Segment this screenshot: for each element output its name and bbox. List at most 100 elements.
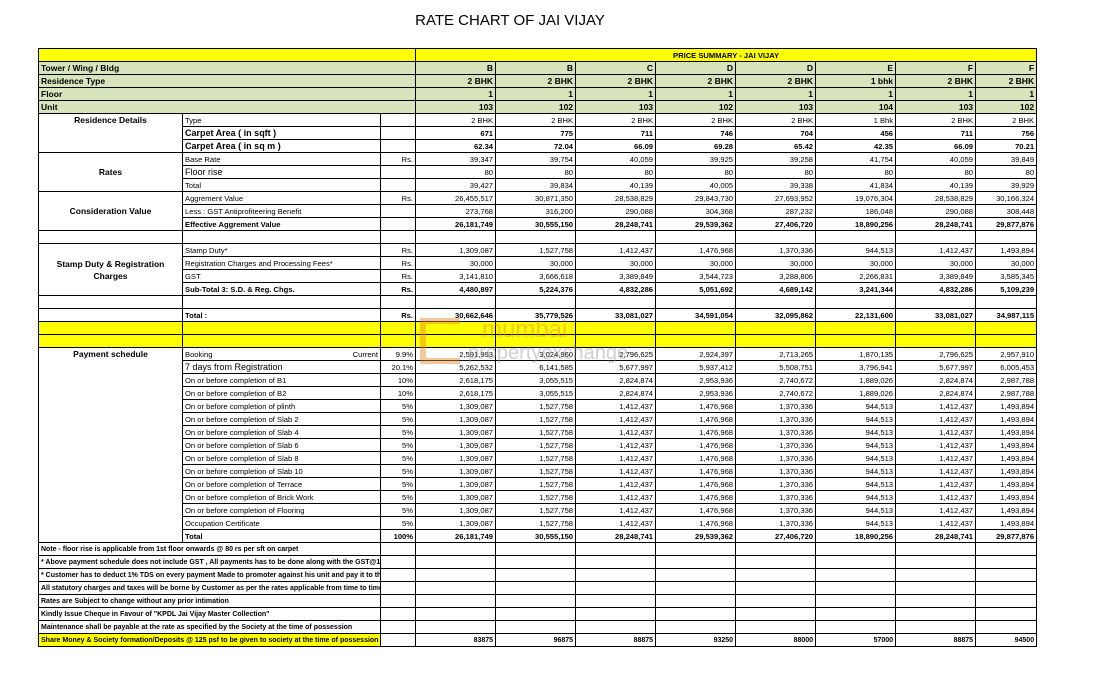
value-cell bbox=[735, 555, 817, 569]
header-label: Residence Type bbox=[37, 74, 417, 88]
table-row: 7 days from Registration 20.1% 5,262,532 6,… bbox=[39, 360, 1038, 374]
table-row bbox=[38, 295, 1038, 309]
value-cell bbox=[495, 594, 577, 608]
value-cell: 3,544,723 bbox=[655, 269, 737, 283]
value-cell: 1,493,894 bbox=[975, 503, 1038, 517]
value-cell bbox=[575, 594, 657, 608]
value-cell: 3,288,806 bbox=[735, 269, 817, 283]
table-row: Occupation Certificate 5% 1,309,087 1,527,7… bbox=[39, 516, 1038, 530]
value-cell: 40,005 bbox=[655, 178, 737, 192]
value-cell bbox=[575, 607, 657, 621]
value-cell: 80 bbox=[735, 165, 817, 179]
value-cell bbox=[415, 542, 497, 556]
value-cell: 1,527,758 bbox=[495, 503, 577, 517]
empty-cell bbox=[815, 295, 897, 309]
unit-cell bbox=[379, 178, 417, 192]
unit-cell: Rs. bbox=[379, 256, 417, 270]
value-cell: 1 bbox=[895, 87, 977, 101]
section-label: Consideration Value bbox=[38, 191, 183, 231]
value-cell: 28,538,829 bbox=[575, 191, 657, 205]
value-cell: 1,527,758 bbox=[495, 516, 577, 530]
value-cell: 3,585,345 bbox=[975, 269, 1038, 283]
value-cell bbox=[975, 568, 1038, 582]
empty-cell bbox=[182, 230, 381, 244]
table-row: GST Rs. 3,141,810 3,666,618 3,389,849 3,544,7… bbox=[39, 269, 1038, 283]
value-cell: 103 bbox=[735, 100, 817, 114]
unit-cell: 5% bbox=[379, 490, 417, 504]
value-cell: 80 bbox=[895, 165, 977, 179]
empty-cell bbox=[975, 321, 1038, 335]
value-cell: 2,266,831 bbox=[815, 269, 897, 283]
empty-cell bbox=[182, 334, 381, 348]
value-cell: 316,200 bbox=[495, 204, 577, 218]
item-label: Effective Aggrement Value bbox=[182, 217, 381, 231]
value-cell: 4,832,286 bbox=[895, 282, 977, 296]
empty-cell bbox=[495, 321, 577, 335]
value-cell bbox=[735, 607, 817, 621]
table-row: On or before completion of B1 10% 2,618,17… bbox=[39, 373, 1038, 387]
value-cell bbox=[415, 607, 497, 621]
value-cell bbox=[415, 555, 497, 569]
value-cell bbox=[815, 555, 897, 569]
empty-cell bbox=[575, 295, 657, 309]
empty-cell bbox=[815, 321, 897, 335]
value-cell bbox=[895, 594, 977, 608]
value-cell: 1,412,437 bbox=[575, 451, 657, 465]
value-cell bbox=[735, 568, 817, 582]
value-cell: 1,527,758 bbox=[495, 425, 577, 439]
value-cell: 2,987,788 bbox=[975, 373, 1038, 387]
section-label: Residence Details bbox=[38, 113, 183, 153]
item-label: On or before completion of Slab 2 bbox=[182, 412, 381, 426]
value-cell: 1,370,336 bbox=[735, 451, 817, 465]
value-cell: 1,309,087 bbox=[415, 451, 497, 465]
item-label: Aggrement Value bbox=[182, 191, 381, 205]
item-label: 7 days from Registration bbox=[182, 360, 381, 374]
value-cell: 30,000 bbox=[735, 256, 817, 270]
value-cell bbox=[895, 542, 977, 556]
value-cell: 69.28 bbox=[655, 139, 737, 153]
unit-cell: 100% bbox=[379, 529, 417, 543]
value-cell: D bbox=[735, 61, 817, 75]
empty-cell bbox=[735, 230, 817, 244]
table-row: Total 39,427 39,834 40,139 40,005 39,338 41,83… bbox=[39, 178, 1038, 192]
value-cell: 1,309,087 bbox=[415, 477, 497, 491]
empty-cell bbox=[655, 230, 737, 244]
page-title: RATE CHART OF JAI VIJAY bbox=[415, 12, 605, 29]
value-cell: 80 bbox=[575, 165, 657, 179]
value-cell: 88000 bbox=[735, 633, 817, 647]
table-row: On or before completion of Flooring 5% 1,3… bbox=[39, 503, 1038, 517]
item-label: Registration Charges and Processing Fees… bbox=[182, 256, 381, 270]
table-row: Effective Aggrement Value 26,181,749 30,55… bbox=[39, 217, 1038, 231]
table-row: Payment schedule Booking Current 9.9% 2,591,… bbox=[38, 347, 1038, 543]
item-label: On or before completion of Flooring bbox=[182, 503, 381, 517]
value-cell bbox=[895, 555, 977, 569]
item-label: Less : GST Antiprofiteering Benefit bbox=[182, 204, 381, 218]
unit-cell: 5% bbox=[379, 451, 417, 465]
value-cell bbox=[895, 568, 977, 582]
value-cell: 42.35 bbox=[815, 139, 897, 153]
value-cell: 1 bbox=[655, 87, 737, 101]
value-cell: 1,527,758 bbox=[495, 451, 577, 465]
value-cell bbox=[655, 594, 737, 608]
value-cell: 1,370,336 bbox=[735, 438, 817, 452]
value-cell bbox=[735, 620, 817, 634]
item-label: On or before completion of B1 bbox=[182, 373, 381, 387]
empty-cell bbox=[379, 620, 417, 634]
value-cell bbox=[735, 581, 817, 595]
value-cell: 1,527,758 bbox=[495, 477, 577, 491]
note-text: Rates are Subject to change without any … bbox=[38, 594, 381, 608]
value-cell: 290,088 bbox=[895, 204, 977, 218]
note-text: Note - floor rise is applicable from 1st… bbox=[38, 542, 381, 556]
value-cell: 2,953,936 bbox=[655, 373, 737, 387]
unit-cell: 5% bbox=[379, 464, 417, 478]
table-row: Less : GST Antiprofiteering Benefit 273,7… bbox=[39, 204, 1038, 218]
value-cell bbox=[975, 581, 1038, 595]
item-label: On or before completion of B2 bbox=[182, 386, 381, 400]
value-cell: 29,843,730 bbox=[655, 191, 737, 205]
value-cell: 290,088 bbox=[575, 204, 657, 218]
value-cell: 28,248,741 bbox=[575, 217, 657, 231]
empty-cell bbox=[655, 321, 737, 335]
note-text: Maintenance shall be payable at the rate… bbox=[38, 620, 381, 634]
empty-cell bbox=[379, 607, 417, 621]
item-label: On or before completion of plinth bbox=[182, 399, 381, 413]
